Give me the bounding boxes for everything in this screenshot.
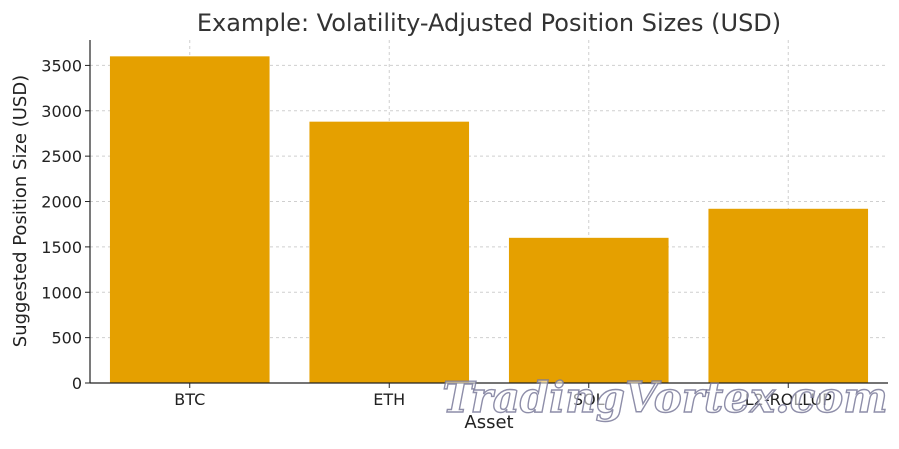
y-ticks: 0 500 1000 1500 2000 2500 3000 3500 [41,56,90,393]
x-tick-label: SOL [573,390,605,409]
y-tick-label: 1500 [41,238,82,257]
y-tick-label: 3000 [41,102,82,121]
axes [89,40,888,384]
x-tick-label: BTC [174,390,205,409]
bar-sol [508,237,669,383]
y-tick-label: 2500 [41,147,82,166]
x-ticks: BTC ETH SOL L2-ROLLUP [174,383,832,409]
y-tick-label: 0 [72,374,82,393]
y-tick-label: 1000 [41,283,82,302]
y-axis-label: Suggested Position Size (USD) [10,75,31,347]
y-tick-label: 2000 [41,193,82,212]
watermark-logo: TradingVortex.com [442,373,887,422]
chart-title: Example: Volatility-Adjusted Position Si… [197,9,781,37]
x-tick-label: L2-ROLLUP [745,390,832,409]
x-axis-label: Asset [464,412,513,433]
bars [109,56,869,384]
bar-eth [309,121,470,384]
y-tick-label: 500 [51,329,82,348]
x-tick-label: ETH [373,390,405,409]
bar-l2-rollup [708,208,869,383]
bar-btc [109,56,270,383]
y-tick-label: 3500 [41,56,82,75]
